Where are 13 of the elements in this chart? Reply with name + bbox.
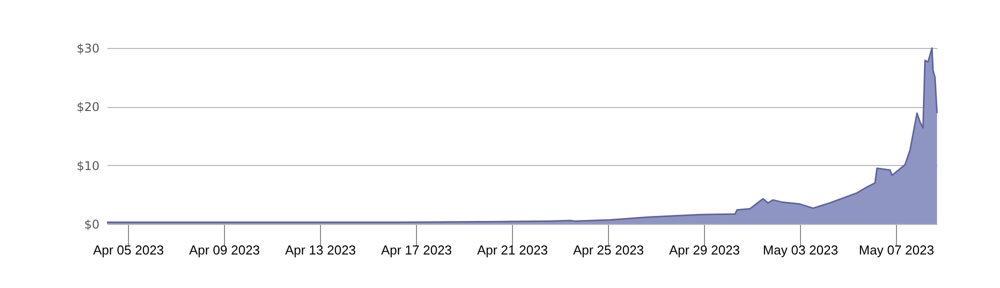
y-tick-label: $0 xyxy=(84,218,100,232)
y-tick-label: $30 xyxy=(76,42,100,56)
x-tick-label: May 07 2023 xyxy=(858,242,934,258)
x-tick-label: Apr 29 2023 xyxy=(669,242,740,258)
x-tick-label: Apr 05 2023 xyxy=(93,242,164,258)
x-tick-label: Apr 13 2023 xyxy=(285,242,356,258)
x-tick-label: Apr 21 2023 xyxy=(477,242,548,258)
x-tick-label: May 03 2023 xyxy=(762,242,838,258)
y-tick-label: $20 xyxy=(76,100,100,114)
y-tick-label: $10 xyxy=(76,158,100,173)
x-tick-label: Apr 17 2023 xyxy=(381,242,452,258)
x-tick-label: Apr 09 2023 xyxy=(189,242,260,258)
x-tick-label: Apr 25 2023 xyxy=(573,242,644,258)
